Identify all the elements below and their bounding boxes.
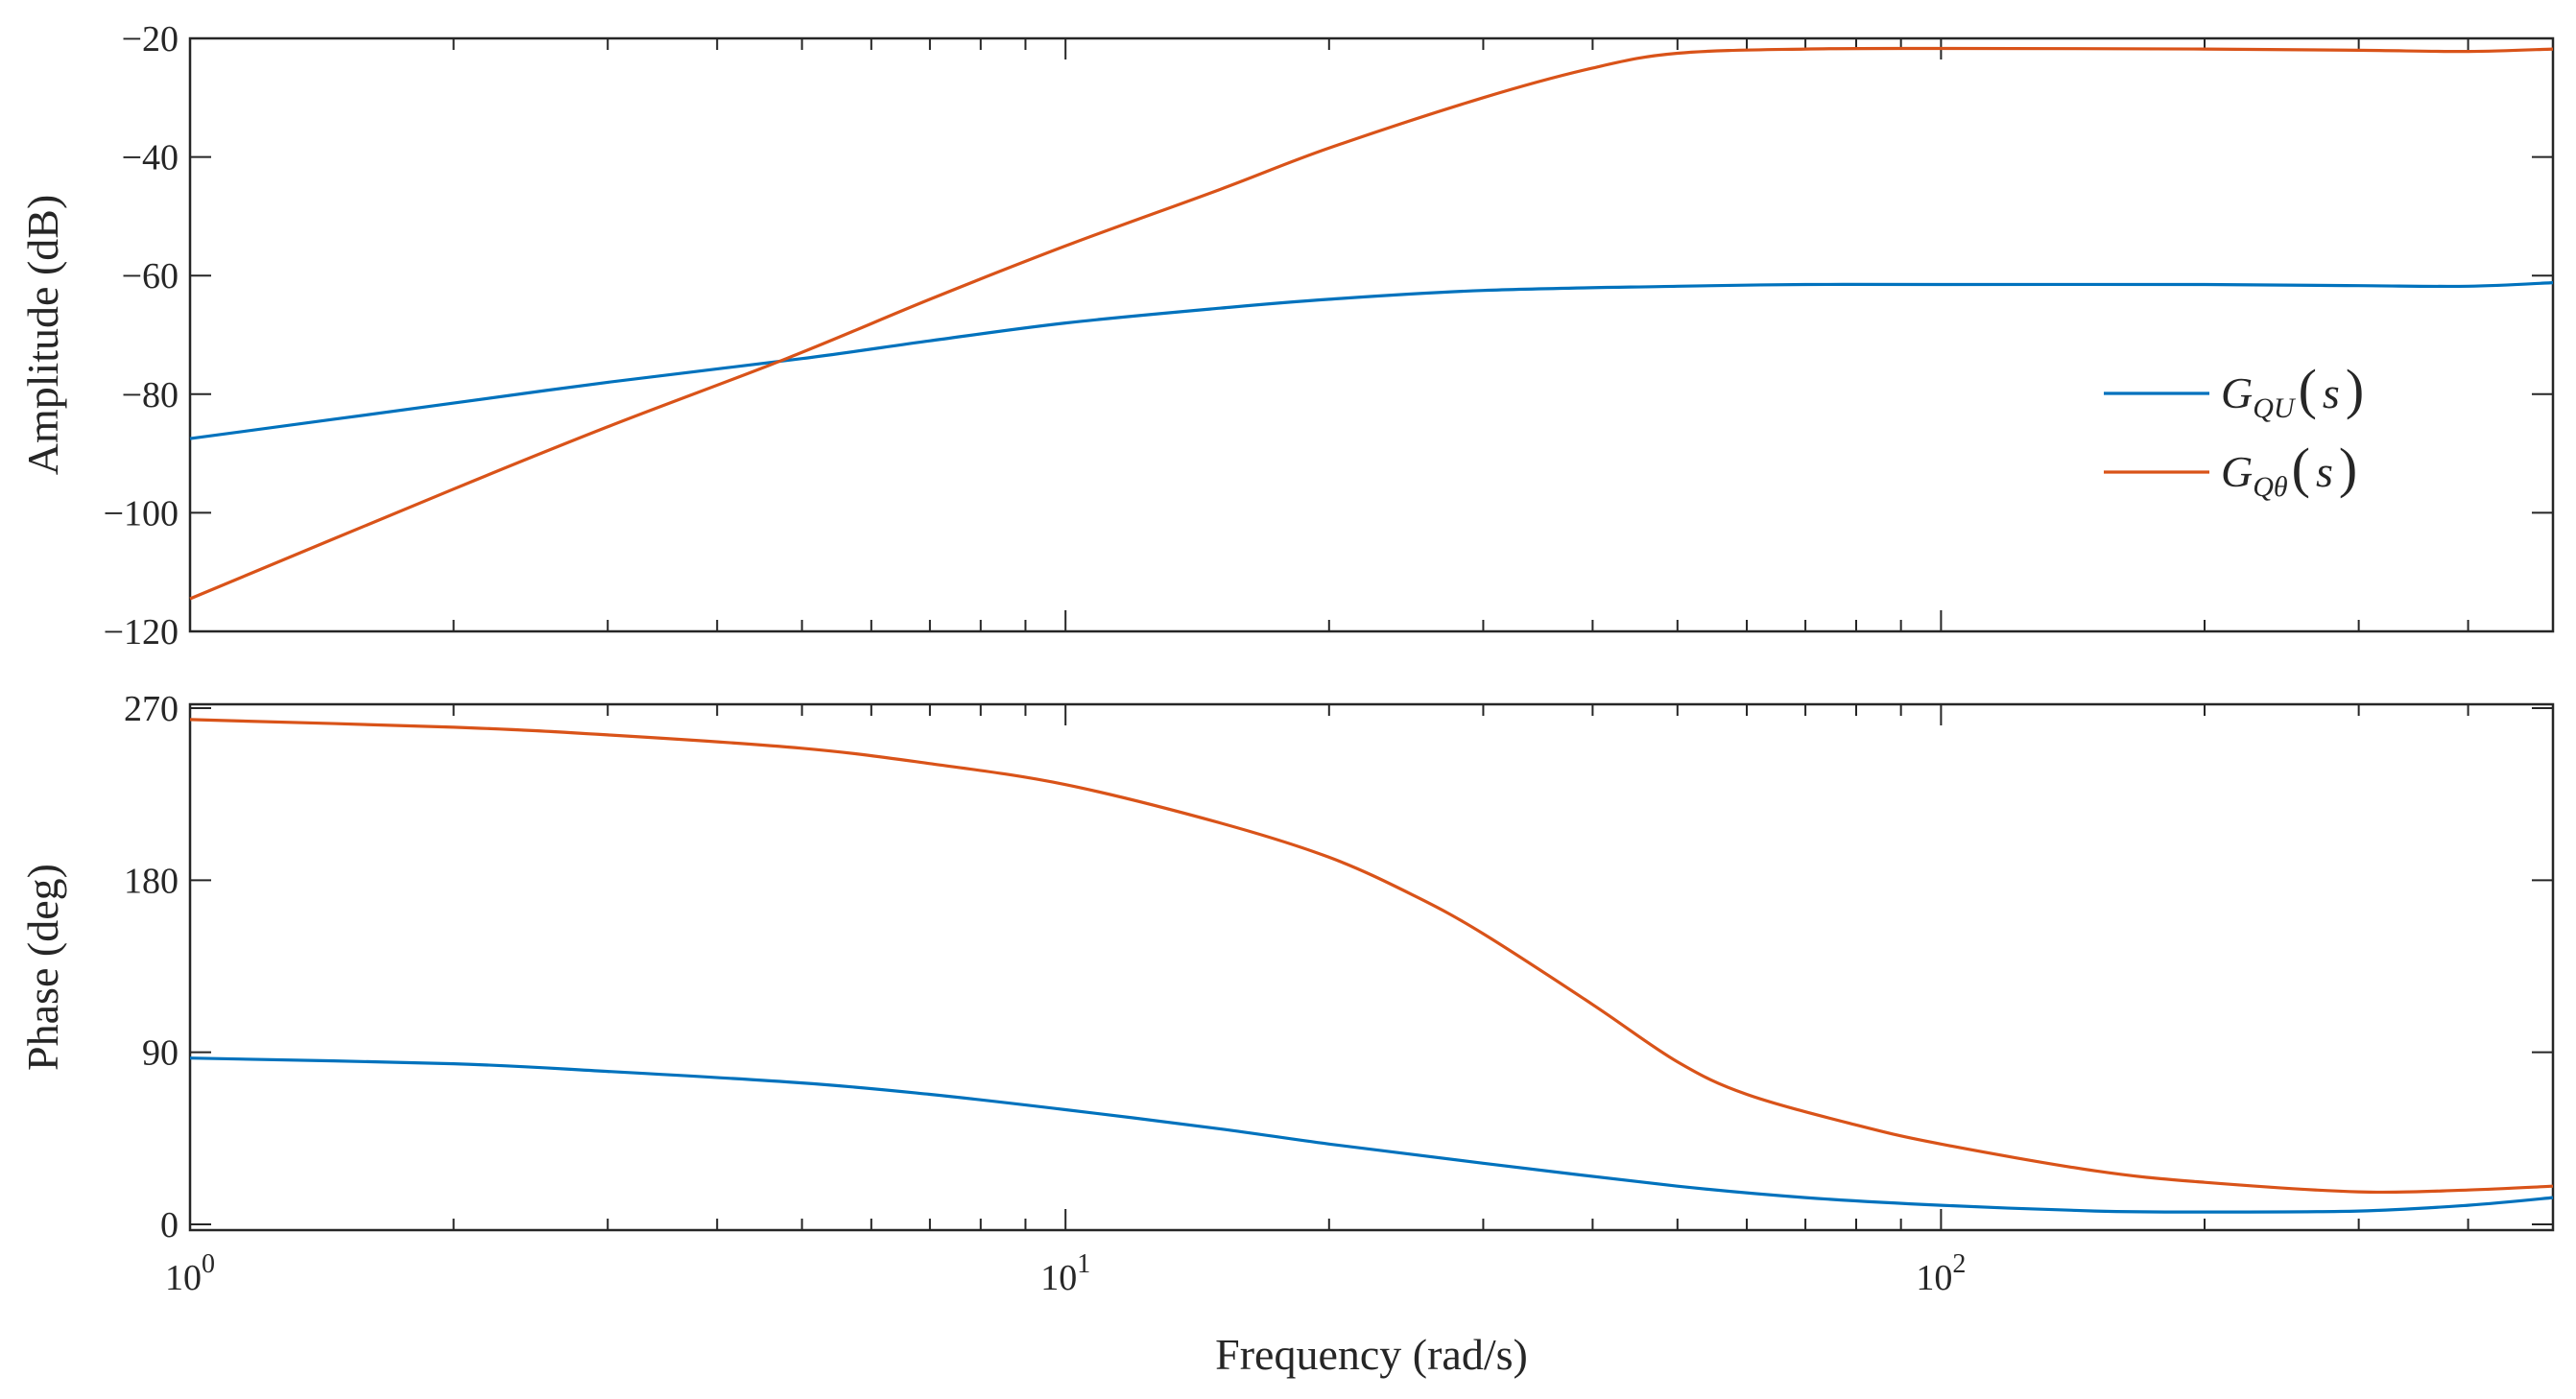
legend: GQU(s) GQθ(s) (2104, 358, 2364, 503)
x-tick-label: 101 (1040, 1249, 1090, 1298)
legend-label-gqtheta: GQθ(s) (2221, 437, 2357, 503)
amplitude-panel: −120 −100 −80 −60 −40 −20 Amplitude (dB) (18, 19, 2555, 652)
phase-series-gqu-line (189, 1056, 2554, 1214)
phase-y-tick-label: 180 (124, 861, 179, 901)
amplitude-series-gqtheta-line (189, 46, 2554, 601)
amplitude-axes-box (188, 36, 2555, 633)
legend-label-gqu: GQU(s) (2221, 358, 2364, 424)
phase-y-axis-label: Phase (deg) (18, 864, 67, 1071)
amplitude-series-gqu-line (189, 281, 2554, 440)
phase-panel: 0 90 180 270 Phase (deg) 100 101 102 Frequency (… (18, 689, 2555, 1379)
x-tick-label: 102 (1916, 1249, 1966, 1298)
amplitude-y-axis-label: Amplitude (dB) (18, 195, 67, 476)
phase-y-tick-label: 270 (124, 689, 179, 729)
amplitude-y-tick-label: −120 (104, 612, 179, 652)
phase-y-tick-label: 0 (160, 1205, 179, 1245)
x-axis-label: Frequency (rad/s) (1215, 1330, 1528, 1379)
amplitude-y-tick-label: −20 (122, 19, 179, 59)
phase-y-tick-label: 90 (142, 1033, 179, 1074)
phase-series-gqtheta-line (189, 718, 2554, 1195)
x-tick-label: 100 (165, 1249, 215, 1298)
phase-axes-box (188, 702, 2555, 1232)
amplitude-y-tick-label: −40 (122, 138, 179, 178)
amplitude-y-tick-label: −80 (122, 375, 179, 415)
amplitude-y-tick-label: −100 (104, 493, 179, 534)
amplitude-y-tick-label: −60 (122, 256, 179, 296)
